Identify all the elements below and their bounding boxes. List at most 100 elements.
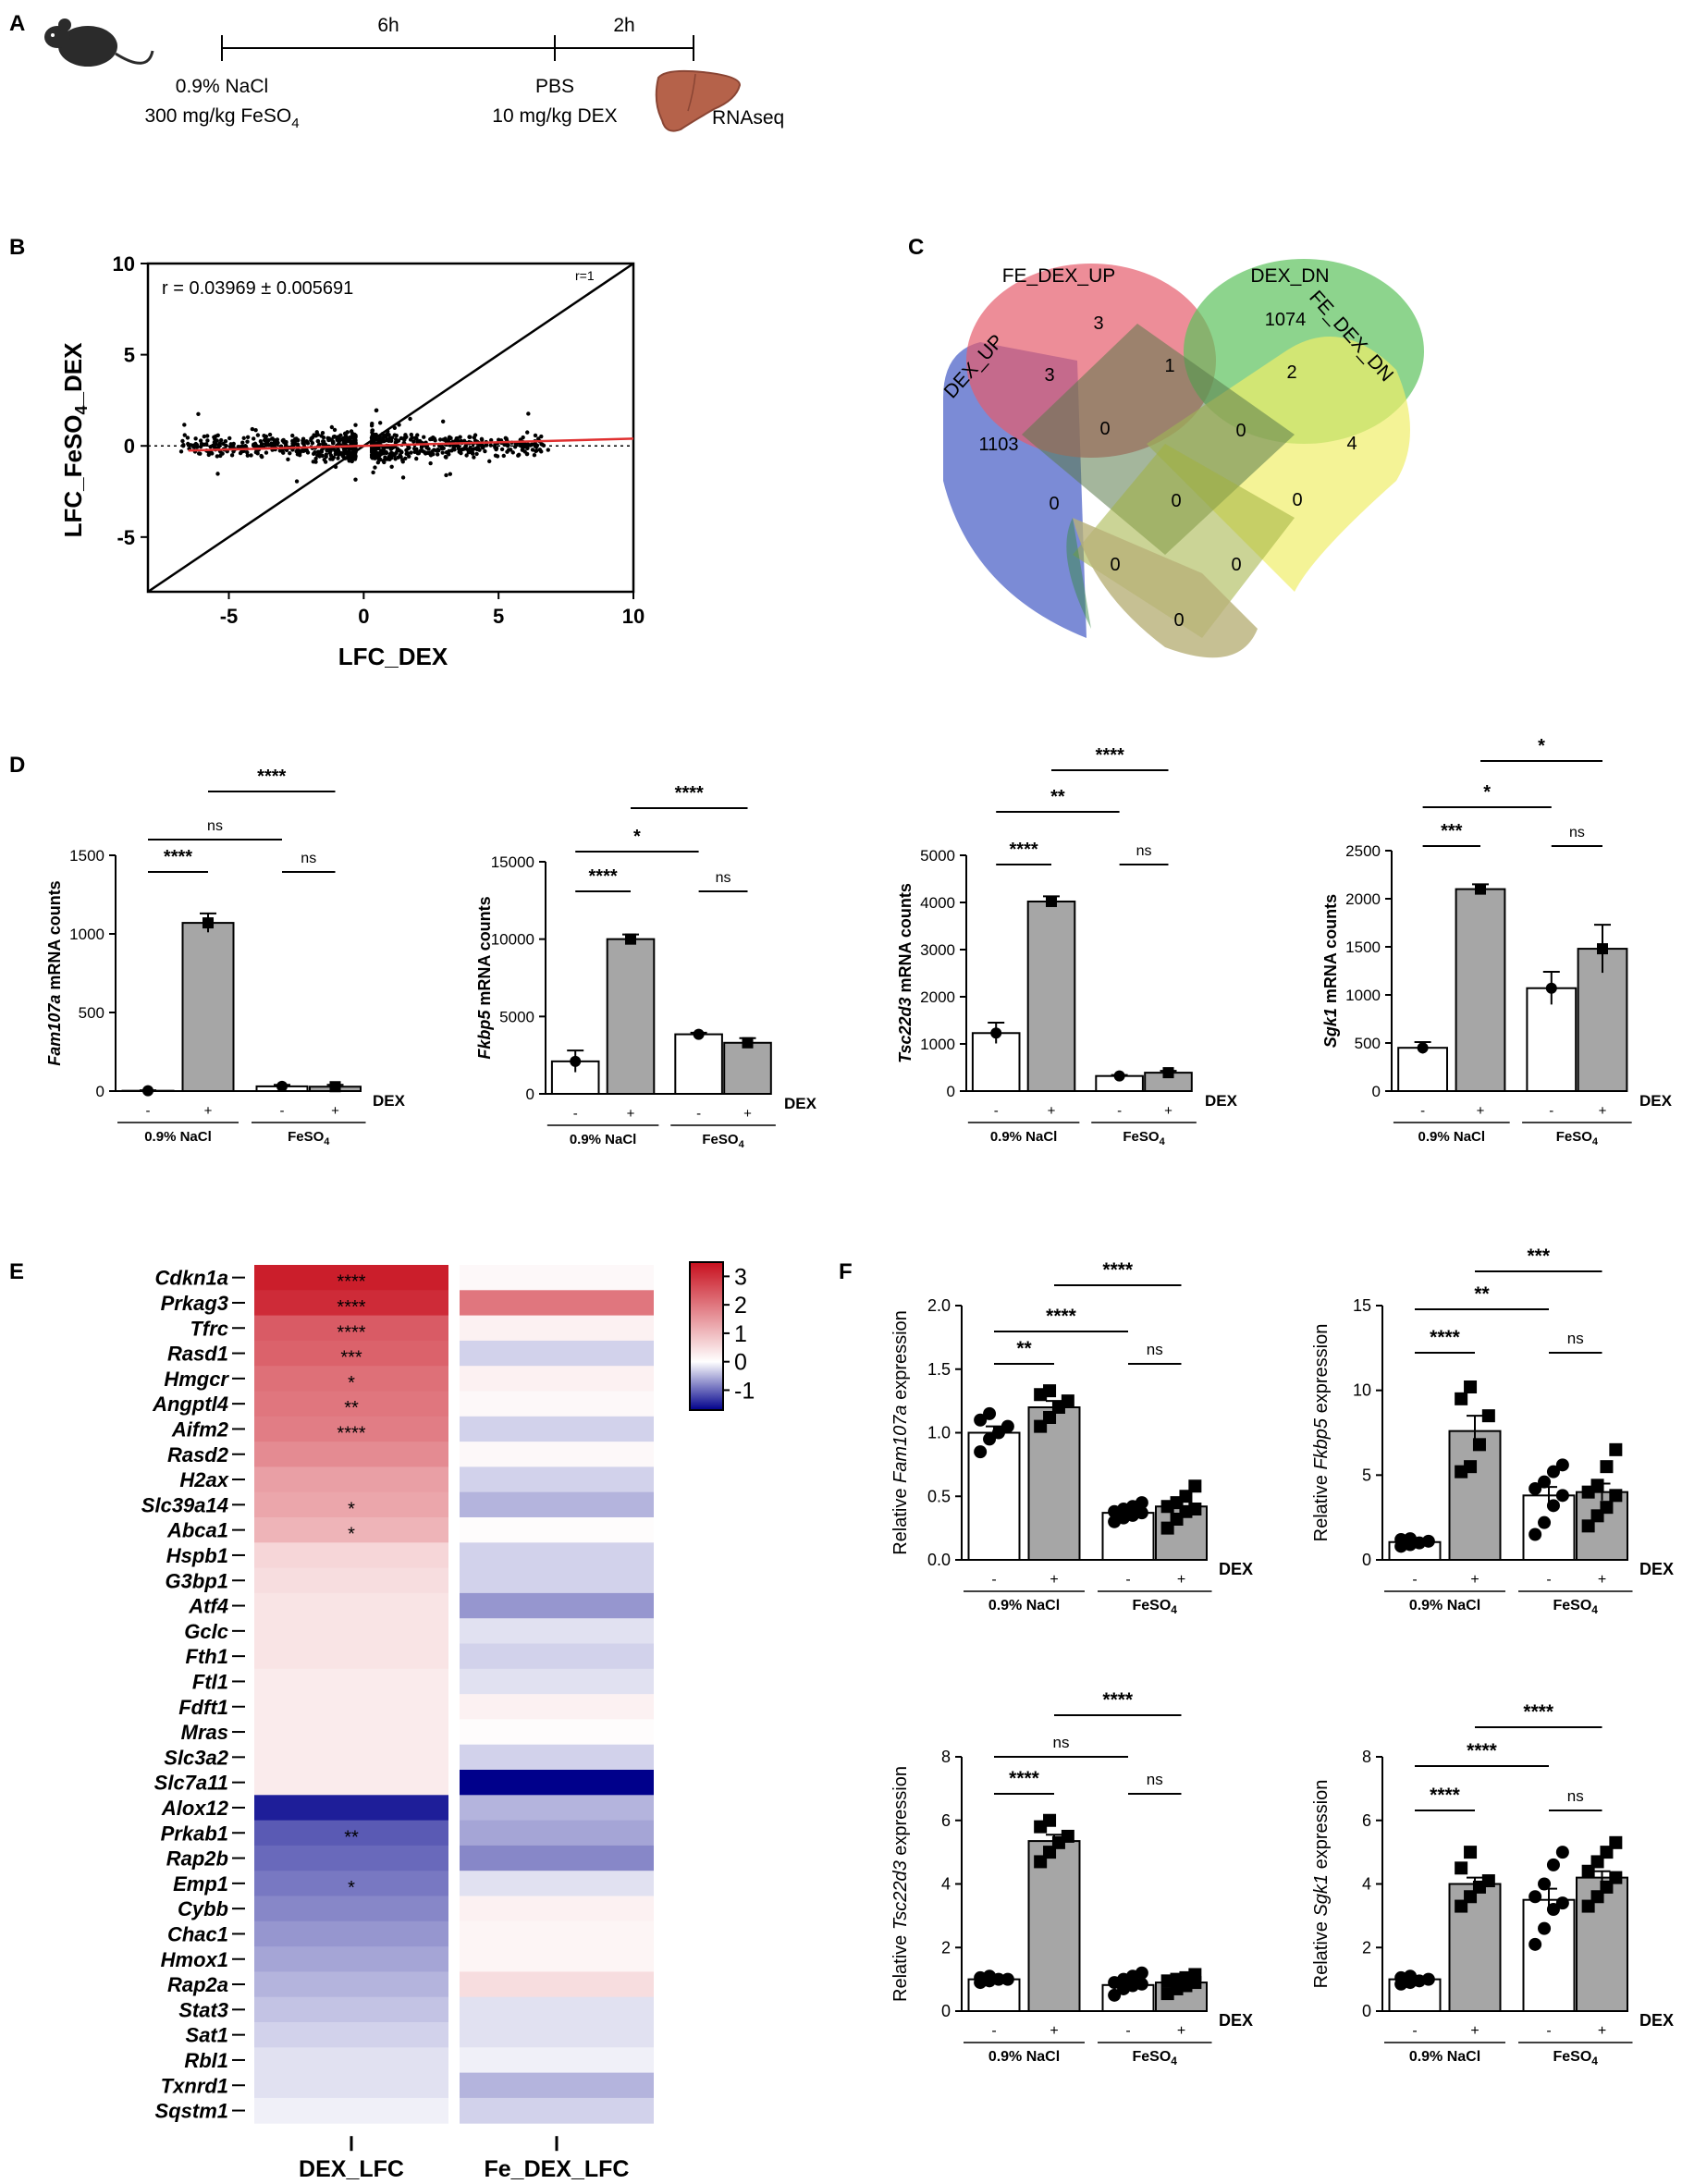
scatter-point <box>428 460 433 466</box>
scatter-point <box>399 454 403 460</box>
data-point <box>974 1445 988 1459</box>
scatter-point <box>333 464 338 470</box>
y-tick-label: 0 <box>526 1086 534 1103</box>
category-label: - <box>1412 1572 1417 1588</box>
colorbar-tick-label: 0 <box>734 1350 747 1376</box>
significance-label: **** <box>1430 1327 1461 1348</box>
venn-count: 0 <box>1110 555 1120 575</box>
heatmap-cell <box>254 1466 448 1493</box>
treatment-label: DEX <box>373 1092 406 1110</box>
y-tick-label: 1000 <box>69 926 104 943</box>
data-point <box>1609 1442 1623 1456</box>
scatter-point <box>537 448 543 452</box>
scatter-point <box>407 454 411 459</box>
significance-label: **** <box>1046 1306 1077 1327</box>
treatment-label: DEX <box>1205 1092 1238 1110</box>
category-label: + <box>1164 1103 1172 1119</box>
scatter-point <box>264 434 269 439</box>
scatter-point <box>290 438 295 444</box>
significance-label: ** <box>1474 1283 1490 1305</box>
scatter-point <box>467 449 472 455</box>
scatter-point <box>213 436 217 441</box>
scatter-point <box>185 436 190 440</box>
heatmap-row-label: Alox12 <box>161 1797 229 1820</box>
scatter-point <box>215 472 220 476</box>
scatter-point <box>313 456 318 461</box>
data-point <box>1135 1496 1148 1510</box>
scatter-point <box>472 455 476 460</box>
heatmap-cell <box>460 1971 654 1998</box>
y-tick-label: 0.5 <box>927 1487 951 1505</box>
scatter-point <box>230 443 236 448</box>
group-label: 0.9% NaCl <box>144 1129 212 1145</box>
mouse-icon <box>44 18 154 67</box>
scatter-point <box>215 433 220 437</box>
scatter-point <box>384 435 388 439</box>
heatmap-row-label: Cybb <box>178 1897 228 1920</box>
heatmap-cell <box>460 1340 654 1367</box>
scatter-point <box>534 443 540 448</box>
scatter-point <box>193 436 198 441</box>
scatter-point <box>255 433 261 437</box>
venn-label-dex-dn: DEX_DN <box>1250 265 1329 287</box>
scatter-point <box>506 443 510 448</box>
significance-label: ns <box>1136 843 1152 859</box>
scatter-point <box>180 443 186 448</box>
heatmap-cell <box>460 2022 654 2048</box>
group-label: FeSO4 <box>1123 1129 1165 1147</box>
heatmap-cell <box>460 1744 654 1771</box>
venn-count: 1103 <box>978 435 1018 455</box>
category-label: + <box>1598 2023 1606 2039</box>
heatmap-colorbar: 3 21 0-1 <box>689 1261 755 1411</box>
scatter-point <box>454 436 459 441</box>
scatter-point <box>494 447 498 452</box>
scatter-point <box>400 475 406 480</box>
scatter-point <box>386 429 390 434</box>
heatmap-row-label: Emp1 <box>173 1872 228 1896</box>
scatter-point <box>448 472 453 476</box>
data-point <box>1404 1532 1418 1546</box>
data-point <box>1481 1409 1495 1423</box>
heatmap-cell <box>460 1542 654 1569</box>
significance-label: **** <box>257 767 286 787</box>
scatter-point <box>186 441 190 447</box>
heatmap-cell <box>460 1996 654 2023</box>
scatter-point <box>426 447 431 451</box>
scatter-point <box>521 435 525 440</box>
scatter-point <box>414 456 419 461</box>
heatmap-row-label: H2ax <box>179 1468 228 1491</box>
scatter-point <box>241 436 246 441</box>
data-point <box>570 1055 582 1067</box>
heatmap-row-label: Cdkn1a <box>155 1267 228 1290</box>
y-tick-label: 2000 <box>1345 890 1381 908</box>
scatter-point <box>441 437 446 442</box>
category-label: - <box>991 2023 996 2039</box>
bar <box>1448 1429 1502 1561</box>
scatter-point <box>539 434 544 439</box>
venn-count: 0 <box>1049 494 1059 514</box>
scatter-point <box>432 448 436 452</box>
data-point <box>1464 1846 1478 1859</box>
data-point <box>1043 1813 1057 1827</box>
category-label: - <box>1420 1103 1425 1119</box>
heatmap-cell <box>254 2072 448 2099</box>
scatter-point <box>236 444 240 449</box>
scatter-point <box>270 436 275 441</box>
category-label: + <box>1050 2023 1058 2039</box>
scatter-point <box>331 435 337 439</box>
scatter-point <box>404 448 409 453</box>
y-tick-label: 5000 <box>920 847 955 865</box>
x-tick-label: 0 <box>358 605 369 628</box>
data-point <box>1188 1968 1202 1982</box>
panel-c: C FE_DEX_UP DEX_DN DEX_UP FE_DEX_DN 1103… <box>908 235 1424 658</box>
scatter-point <box>229 453 235 458</box>
category-label: - <box>1546 1572 1551 1588</box>
y-axis-label: Tsc22d3 mRNA counts <box>896 883 915 1063</box>
scatter-point <box>321 435 326 440</box>
scatter-point <box>375 460 381 465</box>
group-label: 0.9% NaCl <box>1409 2049 1480 2065</box>
heatmap-cell <box>254 2097 448 2124</box>
scatter-point <box>457 445 461 449</box>
heatmap-cell <box>254 1971 448 1998</box>
scatter-point <box>210 451 215 456</box>
